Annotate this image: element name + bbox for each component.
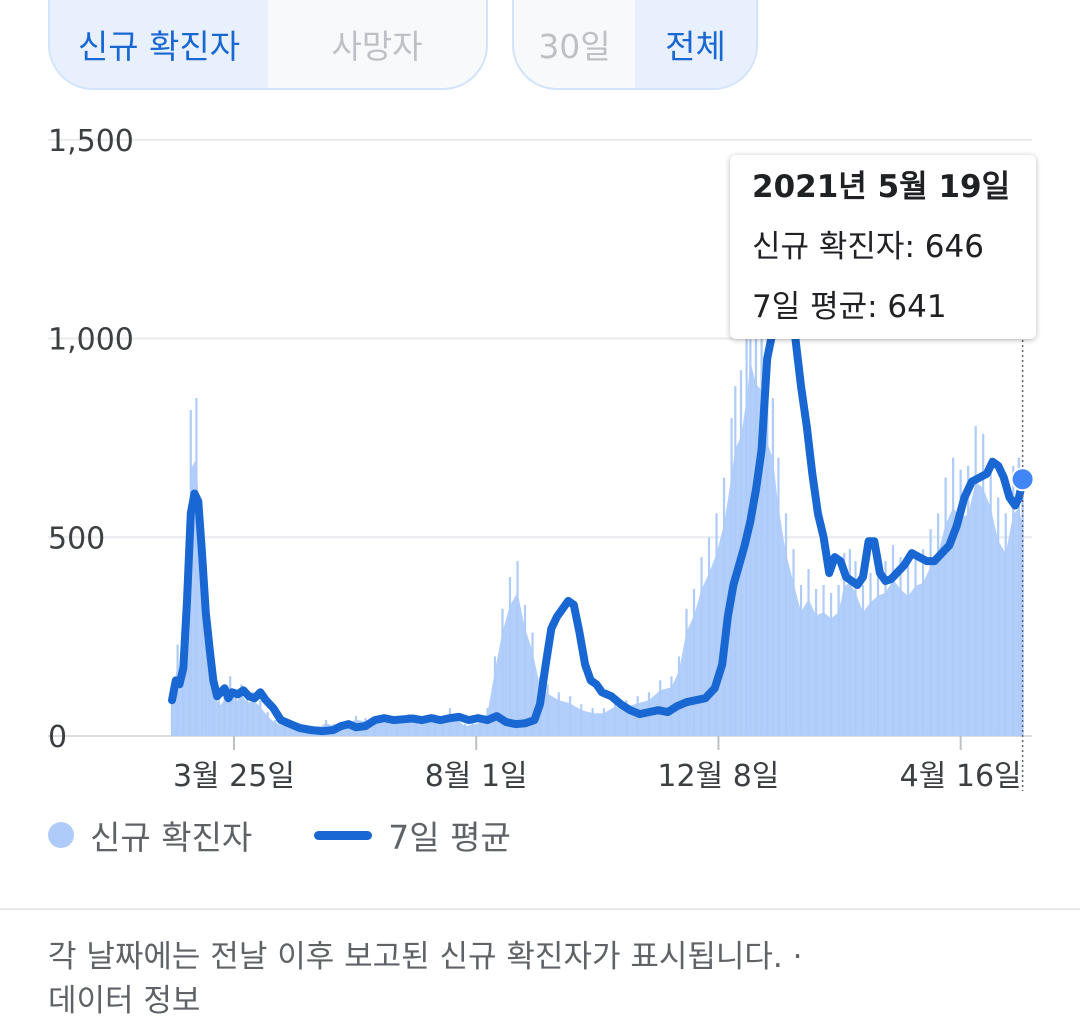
bars-area	[172, 361, 1023, 736]
tooltip-average: 7일 평균: 641	[752, 289, 947, 325]
tooltip-new-cases: 신규 확진자: 646	[752, 229, 984, 265]
x-tick-label: 4월 16일	[900, 759, 1022, 794]
y-tick-label: 1,000	[48, 323, 134, 358]
legend-line-swatch	[314, 830, 373, 840]
chart-legend: 신규 확진자 7일 평균	[48, 810, 511, 860]
cases-chart[interactable]: 0 500 1,000 1,500 3월 25일 8월 1일 12월 8일 4월 16일	[0, 100, 1080, 810]
hover-point	[1010, 467, 1035, 492]
x-tick-label: 12월 8일	[657, 759, 779, 794]
tab-all[interactable]: 전체	[635, 0, 756, 88]
range-toggle: 30일 전체	[512, 0, 758, 90]
chart-tooltip: 2021년 5월 19일 신규 확진자: 646 7일 평균: 641	[730, 155, 1036, 339]
legend-line-label: 7일 평균	[388, 818, 511, 857]
data-info-link[interactable]: 데이터 정보	[48, 983, 201, 1019]
tab-new-cases[interactable]: 신규 확진자	[50, 0, 268, 88]
legend-bars-label: 신규 확진자	[90, 818, 253, 857]
tab-30-days[interactable]: 30일	[538, 27, 611, 66]
y-tick-label: 500	[48, 521, 105, 556]
y-tick-label: 0	[48, 720, 67, 755]
tooltip-date: 2021년 5월 19일	[752, 169, 1011, 205]
legend-bars-swatch	[48, 822, 74, 848]
x-tick-label: 3월 25일	[173, 759, 295, 794]
y-tick-label: 1,500	[48, 124, 134, 159]
divider	[0, 908, 1080, 910]
footer-text: 각 날짜에는 전날 이후 보고된 신규 확진자가 표시됩니다. ·	[48, 939, 803, 975]
average-line	[168, 310, 1027, 736]
metric-toggle: 신규 확진자 사망자	[48, 0, 488, 90]
footer-note: 각 날짜에는 전날 이후 보고된 신규 확진자가 표시됩니다. · 데이터 정보	[48, 935, 1058, 1023]
x-tick-label: 8월 1일	[425, 759, 528, 794]
tab-deaths[interactable]: 사망자	[331, 27, 423, 66]
